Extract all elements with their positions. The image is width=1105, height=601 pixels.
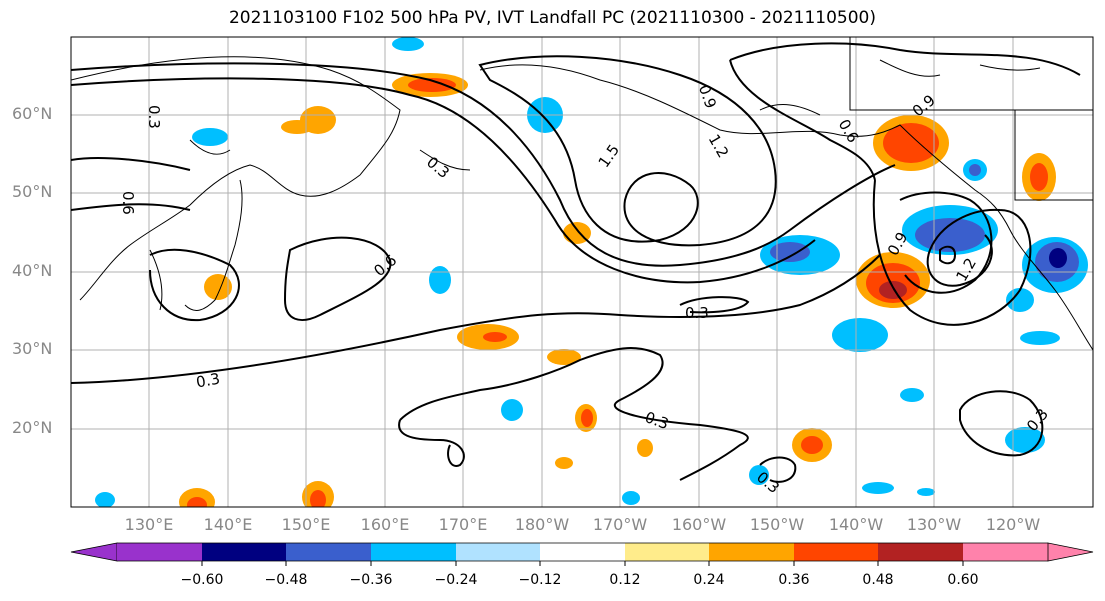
colorbar-tick-label: 0.12 [609, 572, 641, 588]
gridlines [71, 37, 1093, 507]
contour-label: 0.3 [685, 304, 709, 322]
lat-label: 60°N [12, 104, 53, 123]
colorbar-tick-label: −0.60 [180, 572, 224, 588]
lon-label: 130°E [124, 515, 174, 534]
colorbar-tick-label: 0.60 [947, 572, 979, 588]
lon-label: 170°W [592, 515, 648, 534]
contour-label: 0.3 [195, 370, 222, 392]
lon-label: 170°E [438, 515, 488, 534]
lon-label: 150°W [749, 515, 805, 534]
colorbar-tick-label: −0.24 [434, 572, 478, 588]
lon-label: 130°W [906, 515, 962, 534]
lon-label: 120°W [985, 515, 1041, 534]
lat-label: 50°N [12, 182, 53, 201]
lon-label: 140°E [203, 515, 253, 534]
colorbar-tick-label: −0.12 [518, 572, 562, 588]
lat-label: 30°N [12, 339, 53, 358]
contour-label: 0.6 [119, 191, 137, 215]
colorbar-extend-high [1047, 542, 1094, 562]
colorbar-tick-label: −0.48 [264, 572, 308, 588]
lon-label: 180°W [514, 515, 570, 534]
lon-label: 140°W [828, 515, 884, 534]
contour-label: 0.3 [145, 105, 163, 129]
colorbar-tick-label: 0.48 [862, 572, 894, 588]
map-frame [70, 36, 1094, 508]
lat-label: 40°N [12, 261, 53, 280]
anomaly-shading [95, 37, 1088, 507]
colorbar-tick-label: 0.24 [693, 572, 725, 588]
map-title: 2021103100 F102 500 hPa PV, IVT Landfall… [228, 8, 876, 28]
lon-label: 160°E [360, 515, 410, 534]
colorbar-tick-label: 0.36 [778, 572, 810, 588]
lon-label: 150°E [281, 515, 331, 534]
coastlines [71, 37, 1093, 351]
lon-label: 160°W [671, 515, 727, 534]
colorbar-tick-label: −0.36 [349, 572, 393, 588]
colorbar [70, 542, 1094, 566]
lat-label: 20°N [12, 418, 53, 437]
colorbar-extend-low [70, 542, 118, 562]
pv-contours [71, 42, 1081, 483]
